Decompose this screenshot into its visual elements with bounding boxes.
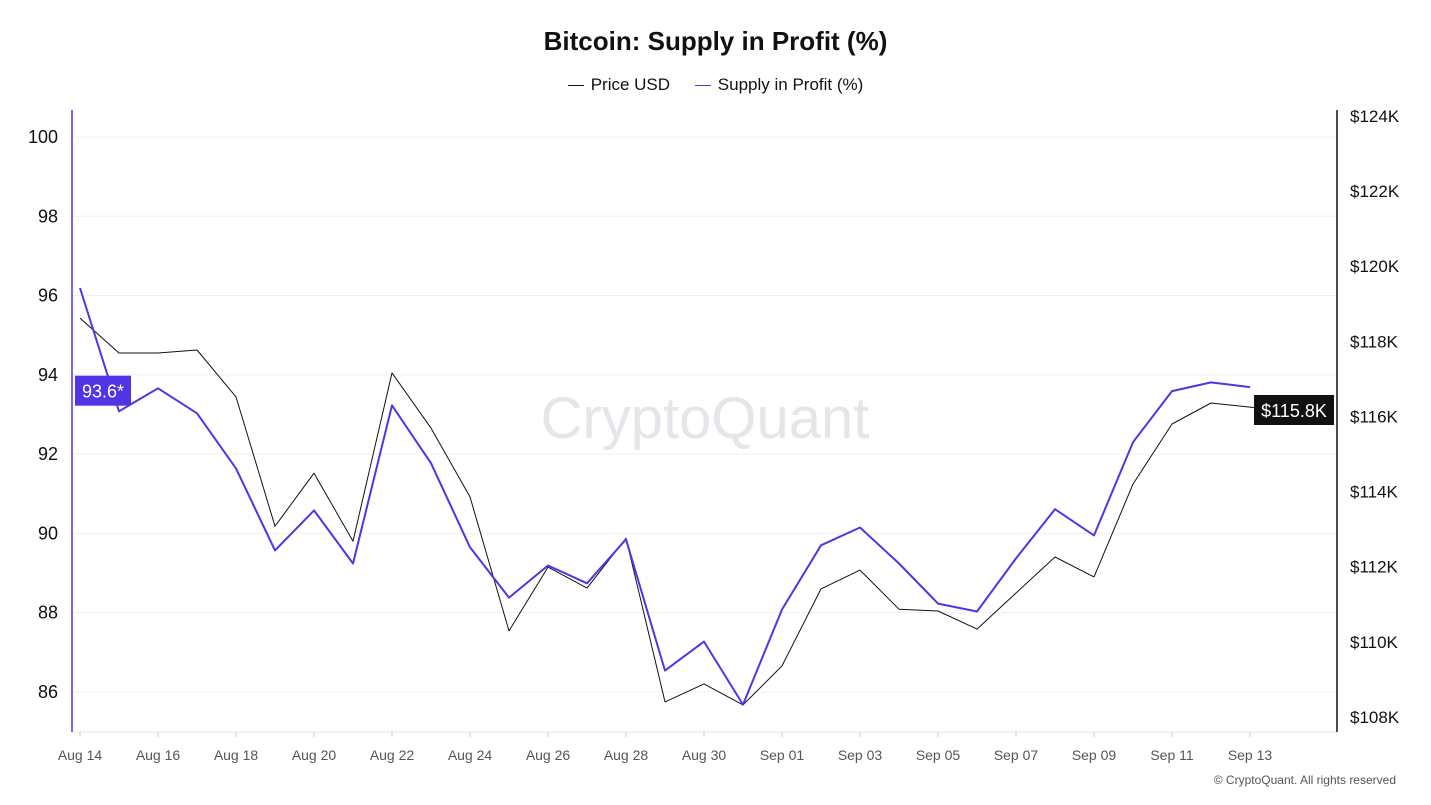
- right-tick-label: $114K: [1350, 483, 1399, 502]
- x-tick-label: Aug 24: [448, 747, 493, 763]
- legend-label-supply: Supply in Profit (%): [717, 75, 864, 95]
- right-tick-label: $120K: [1350, 257, 1400, 276]
- legend: Price USD Supply in Profit (%): [0, 71, 1431, 95]
- left-tick-label: 88: [38, 603, 58, 623]
- x-tick-label: Sep 01: [760, 747, 805, 763]
- right-current-value: $115.8K: [1261, 401, 1327, 421]
- x-tick-label: Aug 28: [604, 747, 649, 763]
- copyright-text: © CryptoQuant. All rights reserved: [1213, 773, 1396, 787]
- left-tick-label: 92: [38, 444, 58, 464]
- x-tick-label: Aug 18: [214, 747, 259, 763]
- x-tick-label: Sep 05: [916, 747, 961, 763]
- x-tick-label: Aug 30: [682, 747, 727, 763]
- left-tick-label: 98: [38, 206, 58, 226]
- right-tick-label: $124K: [1350, 107, 1400, 126]
- right-tick-label: $116K: [1350, 407, 1399, 426]
- x-tick-label: Sep 11: [1150, 747, 1194, 763]
- x-tick-label: Aug 16: [136, 747, 181, 763]
- x-tick-label: Aug 26: [526, 747, 571, 763]
- right-tick-label: $118K: [1350, 332, 1399, 351]
- right-tick-label: $108K: [1350, 708, 1400, 727]
- left-tick-label: 96: [38, 286, 58, 306]
- left-tick-label: 86: [38, 682, 58, 702]
- series-line-supply: [79, 287, 1251, 706]
- right-tick-label: $122K: [1350, 182, 1400, 201]
- left-current-value-badge: [75, 375, 131, 406]
- series-line-price: [79, 317, 1290, 706]
- x-tick-label: Sep 03: [838, 747, 883, 763]
- left-current-value: 93.6*: [82, 382, 124, 402]
- left-tick-label: 100: [28, 127, 58, 147]
- left-tick-label: 90: [38, 523, 58, 543]
- x-tick-label: Sep 09: [1072, 747, 1117, 763]
- right-tick-label: $110K: [1350, 633, 1399, 652]
- x-tick-label: Aug 20: [292, 747, 337, 763]
- legend-item-price[interactable]: Price USD: [567, 75, 671, 95]
- x-tick-label: Aug 14: [58, 747, 103, 763]
- chart-title: Bitcoin: Supply in Profit (%): [543, 26, 888, 56]
- right-current-value-badge: [1254, 395, 1334, 425]
- legend-label-price: Price USD: [590, 75, 671, 95]
- right-tick-label: $112K: [1350, 558, 1399, 577]
- x-tick-label: Aug 22: [370, 747, 415, 763]
- legend-swatch-supply: [694, 84, 711, 86]
- legend-item-supply[interactable]: Supply in Profit (%): [694, 75, 864, 95]
- left-tick-label: 94: [38, 365, 58, 385]
- watermark: CryptoQuant: [541, 386, 870, 451]
- x-tick-label: Sep 13: [1228, 747, 1273, 763]
- x-tick-label: Sep 07: [994, 747, 1039, 763]
- legend-swatch-price: [567, 84, 584, 86]
